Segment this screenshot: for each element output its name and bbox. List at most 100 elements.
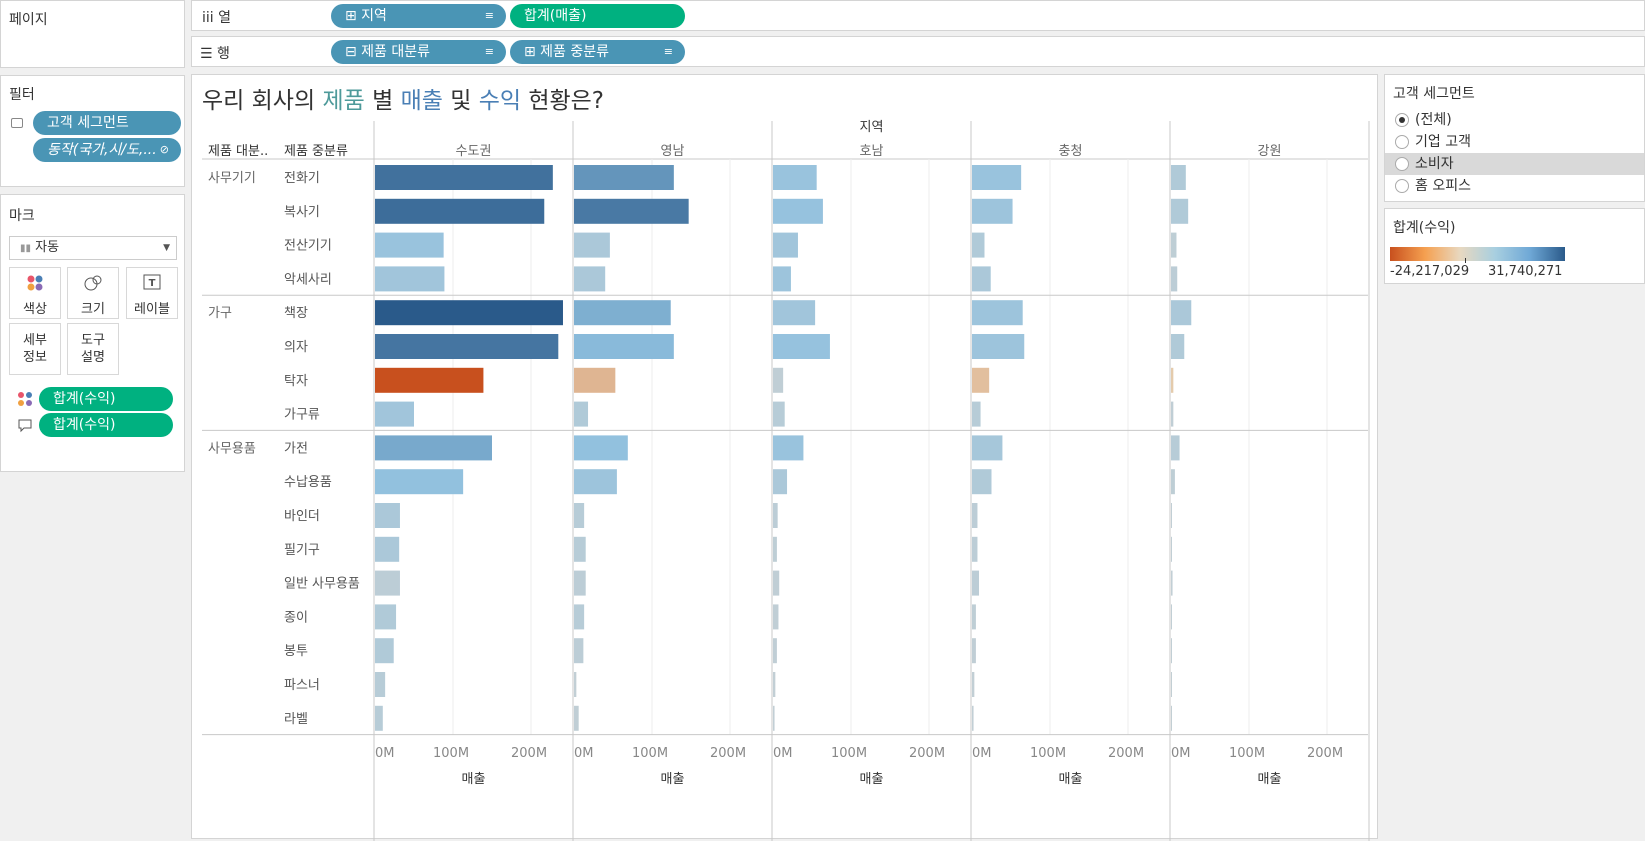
segment-option-label: 소비자 (1415, 156, 1454, 172)
row-pill-category[interactable]: ⊟ 제품 대분류 ≡ (331, 40, 506, 64)
x-tick-label: 0M (1171, 746, 1191, 761)
bar (1171, 469, 1175, 495)
subcategory-label: 가전 (284, 441, 308, 456)
bar (972, 672, 975, 697)
columns-icon: iii (202, 10, 214, 26)
pill-label: 합계(매출) (524, 8, 587, 24)
title-part: 제품 (322, 88, 365, 114)
x-tick-label: 100M (1030, 746, 1066, 761)
columns-label-text: 열 (218, 10, 232, 26)
filter-pill-label: 고객 세그먼트 (47, 115, 129, 131)
x-axis-title: 매출 (1258, 772, 1282, 787)
filter-pill-segment[interactable]: 고객 세그먼트 (33, 111, 181, 135)
bar (972, 469, 992, 495)
marks-color-field[interactable]: 합계(수익) (39, 387, 173, 411)
category-label: 사무기기 (208, 171, 256, 186)
size-button[interactable]: 크기 (67, 267, 119, 319)
bar (773, 503, 778, 528)
x-tick-label: 0M (574, 746, 594, 761)
x-axis-title: 매출 (860, 772, 884, 787)
columns-shelf-label: iii 열 (202, 7, 231, 27)
segment-option[interactable]: 홈 오피스 (1385, 175, 1644, 197)
x-tick-label: 200M (511, 746, 547, 761)
color-dots-icon (17, 391, 33, 411)
bar (574, 266, 606, 292)
region-label: 충청 (1059, 144, 1083, 159)
bar (1171, 165, 1186, 190)
bar (574, 705, 579, 731)
segment-option[interactable]: 소비자 (1385, 153, 1644, 175)
subcategory-label: 필기구 (284, 543, 320, 558)
row-pill-subcategory[interactable]: ⊞ 제품 중분류 ≡ (510, 40, 685, 64)
x-axis-title: 매출 (462, 772, 486, 787)
subcategory-header: 제품 중분류 (284, 144, 348, 159)
pages-panel[interactable]: 페이지 (0, 0, 185, 68)
radio-icon[interactable] (1395, 157, 1409, 171)
bar (574, 401, 589, 427)
title-part: 현황은? (521, 88, 605, 114)
bar (375, 705, 383, 731)
region-label: 호남 (860, 144, 884, 159)
region-header: 지역 (860, 120, 884, 135)
detail-button-label: 세부 정보 (23, 333, 47, 365)
bar (574, 232, 610, 258)
x-tick-label: 100M (433, 746, 469, 761)
pages-title: 페이지 (9, 12, 48, 28)
label-button-label: 레이블 (134, 302, 170, 317)
bar (773, 672, 776, 697)
bar (773, 165, 817, 190)
bar (1171, 503, 1172, 528)
bar (773, 705, 775, 731)
subcategory-label: 전산기기 (284, 239, 332, 254)
radio-icon[interactable] (1395, 179, 1409, 193)
size-button-label: 크기 (81, 302, 105, 317)
bar (1171, 604, 1172, 630)
segment-option[interactable]: 기업 고객 (1385, 131, 1644, 153)
tooltip-button-label: 도구 설명 (81, 333, 105, 365)
color-button[interactable]: 색상 (9, 267, 61, 319)
bar (375, 367, 484, 393)
detail-button[interactable]: 세부 정보 (9, 323, 61, 375)
color-dots-icon (10, 274, 60, 298)
bar (1171, 638, 1172, 664)
column-pill-sales[interactable]: 합계(매출) (510, 4, 685, 28)
rows-shelf[interactable]: ☰ 행 ⊟ 제품 대분류 ≡ ⊞ 제품 중분류 ≡ (191, 36, 1645, 67)
x-axis-title: 매출 (1059, 772, 1083, 787)
color-legend-card: 합계(수익) -24,217,029 31,740,271 (1384, 208, 1645, 284)
bar (972, 638, 976, 664)
radio-icon[interactable] (1395, 113, 1409, 127)
bar (375, 198, 545, 224)
bar (375, 536, 400, 562)
subcategory-label: 일반 사무용품 (284, 577, 360, 592)
bar-chart-icon: ▮▮ (20, 243, 32, 254)
bar (1171, 266, 1178, 292)
x-tick-label: 200M (1108, 746, 1144, 761)
marks-tooltip-field[interactable]: 합계(수익) (39, 413, 173, 437)
subcategory-label: 봉투 (284, 644, 308, 659)
legend-min: -24,217,029 (1390, 264, 1470, 279)
marks-title: 마크 (9, 208, 35, 224)
bar (972, 435, 1003, 461)
tooltip-button[interactable]: 도구 설명 (67, 323, 119, 375)
subcategory-label: 탁자 (284, 374, 308, 389)
mark-type-select[interactable]: ▮▮ 자동 ▼ (9, 236, 177, 260)
segment-option[interactable]: (전체) (1385, 109, 1644, 131)
bar (1171, 705, 1172, 731)
segment-option-label: 홈 오피스 (1415, 178, 1471, 194)
bar (1171, 232, 1177, 258)
radio-icon[interactable] (1395, 135, 1409, 149)
subcategory-label: 라벨 (284, 712, 308, 727)
size-circles-icon (68, 274, 118, 298)
bar (773, 469, 788, 495)
legend-gradient (1390, 247, 1565, 261)
bar (1171, 198, 1189, 224)
sort-icon: ≡ (663, 45, 673, 58)
bar (972, 232, 985, 258)
columns-shelf[interactable]: iii 열 ⊞ 지역 ≡ 합계(매출) (191, 0, 1645, 31)
label-button[interactable]: T 레이블 (126, 267, 178, 319)
bar (972, 334, 1025, 359)
bar (1171, 435, 1180, 461)
filter-pill-action[interactable]: 동작(국가,시/도,... ⊘ (33, 138, 181, 162)
column-pill-region[interactable]: ⊞ 지역 ≡ (331, 4, 506, 28)
